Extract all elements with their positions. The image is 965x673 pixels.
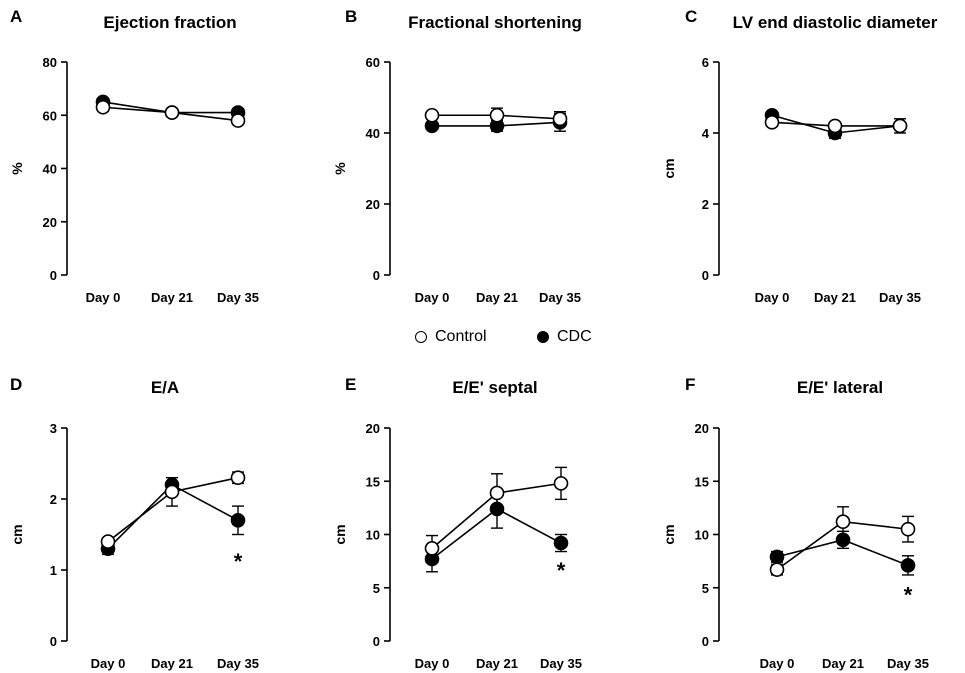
panel-d-y-label: cm [9,524,25,544]
panel-d-series-control-point [230,470,246,486]
panel-f-y-tick-label: 0 [702,634,709,649]
panel-e-y-tick-label: 0 [373,634,380,649]
panel-e-x-tick-label: Day 0 [415,656,450,671]
panel-b-y-tick-label: 40 [366,126,380,141]
filled-circle-icon [537,331,549,343]
panel-a-y-tick-label: 80 [43,55,57,70]
open-circle-icon [415,331,427,343]
panel-b-y-tick-label: 60 [366,55,380,70]
panel-a-x-tick-label: Day 0 [86,290,121,305]
panel-d-y-tick-label: 0 [50,634,57,649]
legend: Control CDC [0,328,965,352]
panel-b-y-tick-label: 20 [366,197,380,212]
panel-a-letter: A [10,7,22,26]
panel-b-x-tick-label: Day 21 [476,290,518,305]
panel-c-series-control-point [764,115,780,130]
panel-b-series-control-point [424,107,440,123]
panel-d-series-cdc-point [230,512,246,528]
panel-f-series-cdc-point [769,549,785,565]
panel-c-y-tick-label: 4 [702,126,710,141]
panel-c-x-tick-label: Day 21 [814,290,856,305]
panel-a-series-control-point [230,113,246,128]
panel-e-series-control-point [553,476,569,491]
panel-c-x-tick-label: Day 0 [755,290,790,305]
legend-item-control: Control [415,328,487,346]
panel-a-series-control-point [164,105,180,120]
panel-e-x-tick-label: Day 35 [540,656,582,671]
panel-d-title: E/A [151,378,179,397]
panel-e-series-control-point [424,541,440,556]
panel-f-x-tick-label: Day 21 [822,656,864,671]
panel-e-y-tick-label: 15 [366,474,380,489]
panel-c-series-control-point [892,118,908,134]
panel-b-x-tick-label: Day 0 [415,290,450,305]
panel-f-y-tick-label: 15 [695,474,709,489]
panel-d-y-tick-label: 1 [50,563,57,578]
panel-d-y-tick-label: 2 [50,492,57,507]
panel-d-letter: D [10,375,22,394]
panel-f-y-tick-label: 5 [702,581,709,596]
panel-a-y-tick-label: 60 [43,108,57,123]
panel-f-series-control-point [835,514,851,530]
panel-a-series-control-point [95,99,111,115]
panel-f-y-tick-label: 10 [695,528,709,543]
panel-f-y-tick-label: 20 [695,421,709,436]
panel-f-series-control-point [769,562,785,577]
panel-d-significance-asterisk: * [234,549,243,574]
panel-d-x-tick-label: Day 21 [151,656,193,671]
panel-b-y-tick-label: 0 [373,268,380,283]
panel-a-y-label: % [9,162,25,175]
panel-e-y-tick-label: 5 [373,581,380,596]
panel-e-y-tick-label: 20 [366,421,380,436]
panel-e-y-label: cm [332,524,348,544]
panel-d-series-control-point [100,534,116,549]
panel-c-y-label: cm [661,158,677,178]
panel-e-significance-asterisk: * [557,558,566,583]
panel-e-letter: E [345,375,356,394]
legend-item-cdc: CDC [537,328,592,346]
panel-f-x-tick-label: Day 0 [760,656,795,671]
panel-e-x-tick-label: Day 21 [476,656,518,671]
panel-f-significance-asterisk: * [904,582,913,607]
legend-label-cdc: CDC [557,328,592,345]
panel-e-y-tick-label: 10 [366,528,380,543]
panel-a-y-tick-label: 0 [50,268,57,283]
panel-c-y-tick-label: 6 [702,55,709,70]
panel-c-title: LV end diastolic diameter [733,13,938,32]
panel-c-y-tick-label: 0 [702,268,709,283]
panel-a-x-tick-label: Day 35 [217,290,259,305]
panel-b-x-tick-label: Day 35 [539,290,581,305]
panel-b-series-control-point [552,111,568,127]
panel-f-letter: F [685,375,695,394]
panel-b-title: Fractional shortening [408,13,582,32]
panel-e-title: E/E' septal [452,378,537,397]
panel-d-series-control-point [164,484,180,500]
panel-a-x-tick-label: Day 21 [151,290,193,305]
panel-c-y-tick-label: 2 [702,197,709,212]
panel-a-y-tick-label: 20 [43,215,57,230]
panel-c-letter: C [685,7,697,26]
panel-c-series-control-point [827,118,843,134]
panel-e-series-control-point [489,485,505,501]
panel-c-x-tick-label: Day 35 [879,290,921,305]
panel-d-x-tick-label: Day 35 [217,656,259,671]
panel-f-x-tick-label: Day 35 [887,656,929,671]
panel-d-y-tick-label: 3 [50,421,57,436]
panel-b-y-label: % [332,162,348,175]
panel-d-x-tick-label: Day 0 [91,656,126,671]
legend-label-control: Control [435,328,487,345]
panel-b-series-control-point [489,107,505,123]
panel-f-series-cdc-point [900,558,916,573]
panel-a-title: Ejection fraction [103,13,236,32]
panel-b-letter: B [345,7,357,26]
panel-f-title: E/E' lateral [797,378,883,397]
panel-f-series-control-point [900,521,916,537]
panel-e-series-cdc-point [553,535,569,551]
panel-a-y-tick-label: 40 [43,162,57,177]
panel-f-y-label: cm [661,524,677,544]
